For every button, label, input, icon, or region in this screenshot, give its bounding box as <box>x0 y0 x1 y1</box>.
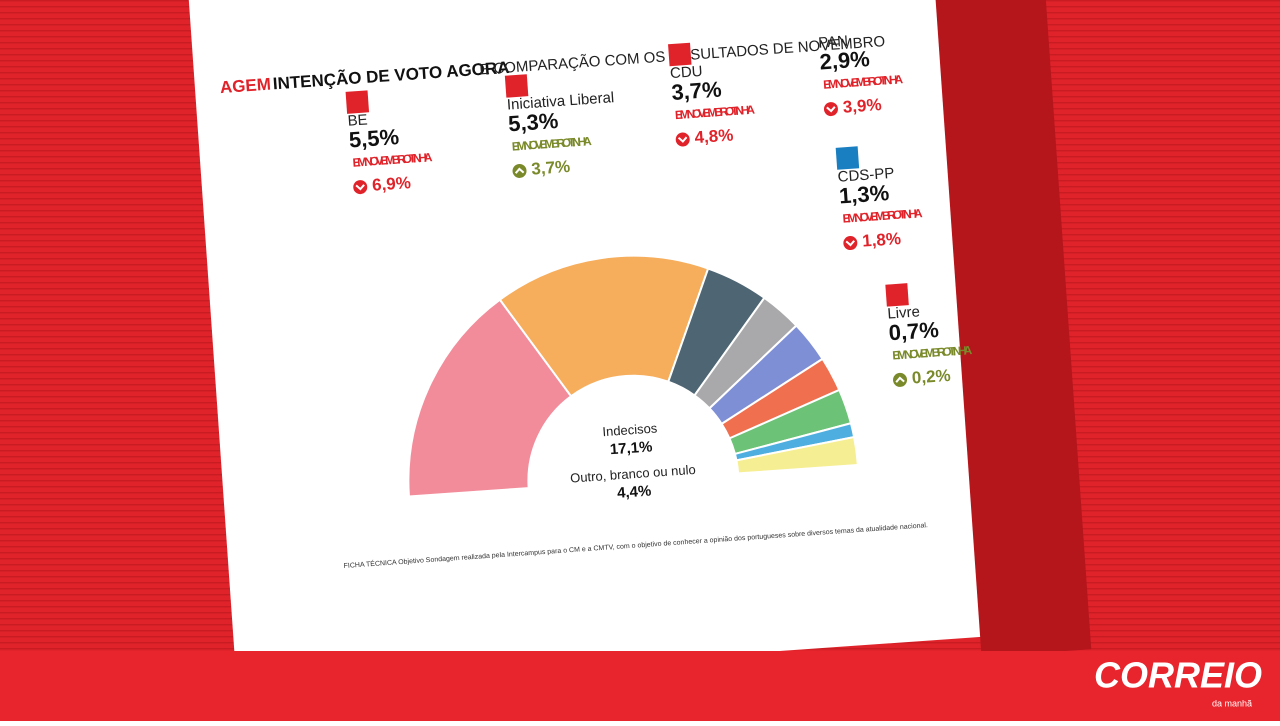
center-value: 4,4% <box>617 483 652 502</box>
party-name: BE <box>347 111 368 129</box>
trend-icon <box>675 132 690 147</box>
center-name: Indecisos <box>602 420 658 439</box>
segment <box>407 298 573 498</box>
segment <box>735 435 859 475</box>
segment <box>498 254 710 398</box>
trend-icon <box>823 102 838 117</box>
party-now: 5,5% <box>348 124 400 152</box>
bottom-bar <box>0 651 1280 721</box>
party-logo <box>816 12 840 36</box>
trend-arrow <box>677 136 688 143</box>
trend-icon <box>353 180 368 195</box>
party-note: EM NOVEMBRO TINHA <box>823 72 904 92</box>
party-name: CDS-PP <box>837 165 895 186</box>
party-before: 4,8% <box>694 125 734 147</box>
fold-edge <box>929 0 1092 657</box>
trend-arrow <box>826 106 836 113</box>
party-before: 0,2% <box>911 366 951 388</box>
trend-arrow <box>355 184 365 191</box>
party-name: Livre <box>887 303 921 322</box>
party-logo <box>835 146 860 170</box>
party-now: 1,3% <box>838 180 890 208</box>
paper: AGEM INTENÇÃO DE VOTO AGORA E COMPARAÇÃO… <box>188 0 1092 689</box>
party-before: 6,9% <box>371 173 411 195</box>
party-note: EM NOVEMBRO TINHA <box>511 134 592 154</box>
party-logo <box>668 42 692 67</box>
party-note: EM NOVEMBRO TINHA <box>352 150 433 170</box>
party-note: EM NOVEMBRO TINHA <box>842 206 923 226</box>
trend-arrow <box>845 240 855 247</box>
party-now: 2,9% <box>819 46 871 74</box>
party-name: CDU <box>670 63 704 82</box>
party-note: EM NOVEMBRO TINHA <box>892 343 973 363</box>
party-name: PAN <box>818 33 849 52</box>
title-red: AGEM <box>219 75 271 98</box>
party-now: 5,3% <box>507 108 559 136</box>
party-before: 3,7% <box>531 157 571 179</box>
party-logo <box>885 283 909 307</box>
trend-icon <box>512 163 527 178</box>
party-now: 3,7% <box>671 77 723 105</box>
trend-icon <box>843 236 858 251</box>
logo-sub: da manhã <box>1212 698 1252 708</box>
trend-icon <box>893 372 908 387</box>
party-logo <box>345 90 370 114</box>
party-before: 1,8% <box>862 229 902 251</box>
trend-arrow <box>514 167 525 174</box>
trend-arrow <box>895 376 905 383</box>
party-before: 3,9% <box>842 95 882 117</box>
party-now: 0,7% <box>888 317 940 345</box>
party-logo <box>504 74 529 98</box>
center-value: 17,1% <box>609 438 653 458</box>
logo: CORREIO <box>1094 655 1262 696</box>
party-note: EM NOVEMBRO TINHA <box>675 103 756 123</box>
